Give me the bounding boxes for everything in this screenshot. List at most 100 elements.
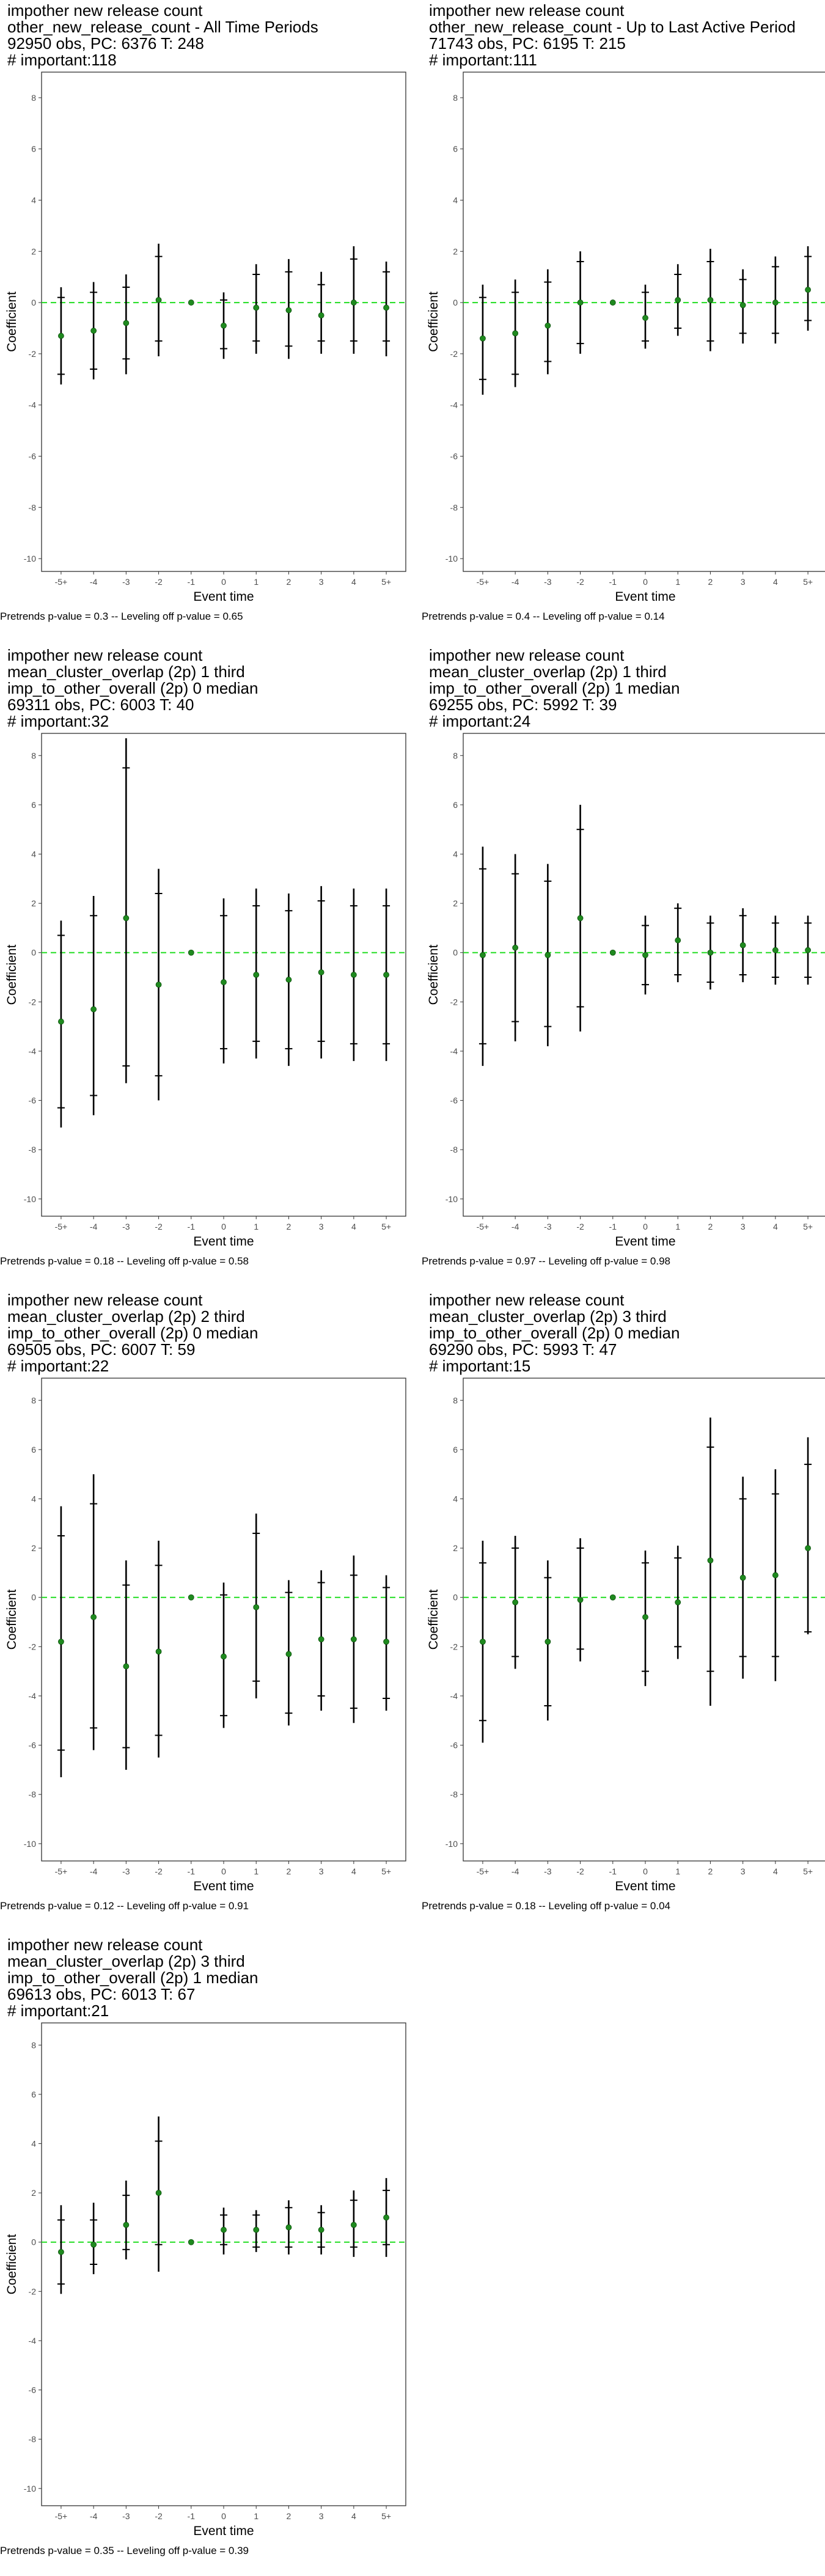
chart-title-line: 71743 obs, PC: 6195 T: 215 [429,34,626,53]
p-value-footnote: Pretrends p-value = 0.4 -- Leveling off … [422,611,665,622]
y-tick-label: -6 [29,1096,37,1106]
data-point-group [512,279,519,387]
chart-title-line: mean_cluster_overlap (2p) 3 third [7,1952,245,1970]
coefficient-point [512,1599,519,1605]
coefficient-point [805,287,811,293]
coefficient-point [253,1604,260,1610]
data-point-group [642,1550,649,1686]
coefficient-point [739,302,746,309]
plot-frame [463,733,825,1217]
data-point-group [285,1580,293,1726]
data-point-group [706,916,714,990]
y-tick-label: -8 [29,2434,37,2444]
data-point-group [155,243,163,357]
y-tick-label: -6 [29,451,37,461]
x-tick-label: -1 [188,1866,196,1876]
data-point-group [220,1582,227,1728]
p-value-footnote: Pretrends p-value = 0.18 -- Leveling off… [422,1900,670,1912]
y-tick-label: 6 [31,2090,36,2099]
x-tick-label: -1 [609,1222,617,1231]
data-point-group [252,888,260,1059]
x-tick-label: 5+ [803,1866,813,1876]
chart-title-line: mean_cluster_overlap (2p) 3 third [429,1307,667,1326]
coefficient-point [318,969,324,975]
x-tick-label: 1 [254,1866,258,1876]
data-point-group [576,804,584,1032]
data-point-group [609,299,616,306]
chart-title: impother new release count mean_cluster_o… [7,647,258,730]
coefficient-point [805,1545,811,1552]
coefficient-point [480,952,486,958]
p-value-footnote: Pretrends p-value = 0.97 -- Leveling off… [422,1255,670,1267]
x-tick-label: -1 [188,1222,196,1231]
x-tick-label: -3 [544,577,552,587]
x-tick-label: -5+ [55,1866,68,1876]
coefficient-point [58,332,64,339]
y-tick-label: 0 [31,298,36,307]
coefficient-point [707,296,714,303]
data-point-group [739,1477,747,1679]
chart-title-line: imp_to_other_overall (2p) 0 median [429,1324,680,1342]
x-tick-label: 5+ [803,577,813,587]
x-tick-label: 5+ [803,1222,813,1231]
chart-title-line: # important:32 [7,712,109,730]
y-tick-label: -2 [450,997,458,1007]
y-tick-label: -8 [29,1789,37,1799]
y-tick-label: 4 [453,195,458,205]
y-tick-label: -4 [29,1046,37,1056]
x-tick-label: 0 [221,1222,226,1231]
coefficient-point [58,1638,64,1645]
p-value-footnote: Pretrends p-value = 0.35 -- Leveling off… [0,2545,249,2556]
y-tick-label: 4 [31,1494,36,1504]
x-tick-label: 3 [319,2511,324,2521]
y-tick-label: 4 [453,1494,458,1504]
chart-title-line: # important:22 [7,1357,109,1375]
chart-title-line: # important:111 [429,51,537,69]
data-point-group [220,292,227,359]
chart-panel-7: impother new release count mean_cluster_o… [0,1934,413,2576]
coefficient-point [383,1638,389,1645]
chart-title-line: imp_to_other_overall (2p) 1 median [429,679,680,697]
x-tick-label: 1 [675,577,680,587]
coefficient-point [609,1594,616,1601]
chart-title: impother new release count mean_cluster_o… [7,1937,258,2019]
y-tick-label: -2 [29,1642,37,1651]
data-point-group [155,2116,163,2272]
coefficient-point [675,1599,681,1605]
chart-title-line: 69290 obs, PC: 5993 T: 47 [429,1340,617,1359]
coefficient-point [480,1638,486,1645]
chart-title-line: mean_cluster_overlap (2p) 1 third [429,662,667,681]
coefficient-point [155,982,162,988]
coefficient-point [285,977,292,983]
y-tick-label: 6 [453,800,458,810]
x-tick-label: -5+ [55,1222,68,1231]
coefficient-point [577,299,584,306]
coefficient-point [350,1636,357,1643]
y-axis-label: Coefficient [5,1589,19,1649]
data-point-group [642,916,649,995]
y-tick-label: -2 [29,349,37,359]
x-tick-label: 0 [643,577,648,587]
plot-frame [463,72,825,572]
y-axis-label: Coefficient [427,292,441,352]
y-axis-label: Coefficient [427,1589,441,1649]
x-tick-label: 3 [319,1222,324,1231]
coefficient-point [544,952,551,958]
x-tick-label: -3 [122,577,130,587]
x-tick-label: -2 [155,1222,163,1231]
x-tick-label: 4 [773,577,778,587]
data-point-group [57,2205,65,2294]
coefficient-point [642,1614,648,1620]
p-value-footnote: Pretrends p-value = 0.12 -- Leveling off… [0,1900,249,1912]
x-tick-label: -3 [122,1866,130,1876]
x-tick-label: -5+ [477,1222,490,1231]
data-point-group [252,2210,260,2252]
y-tick-label: -2 [29,2286,37,2296]
y-tick-label: 0 [31,1593,36,1602]
coefficient-point [318,2226,324,2233]
y-tick-label: -10 [24,2484,36,2493]
coefficient-point [544,322,551,329]
x-tick-label: -5+ [477,1866,490,1876]
